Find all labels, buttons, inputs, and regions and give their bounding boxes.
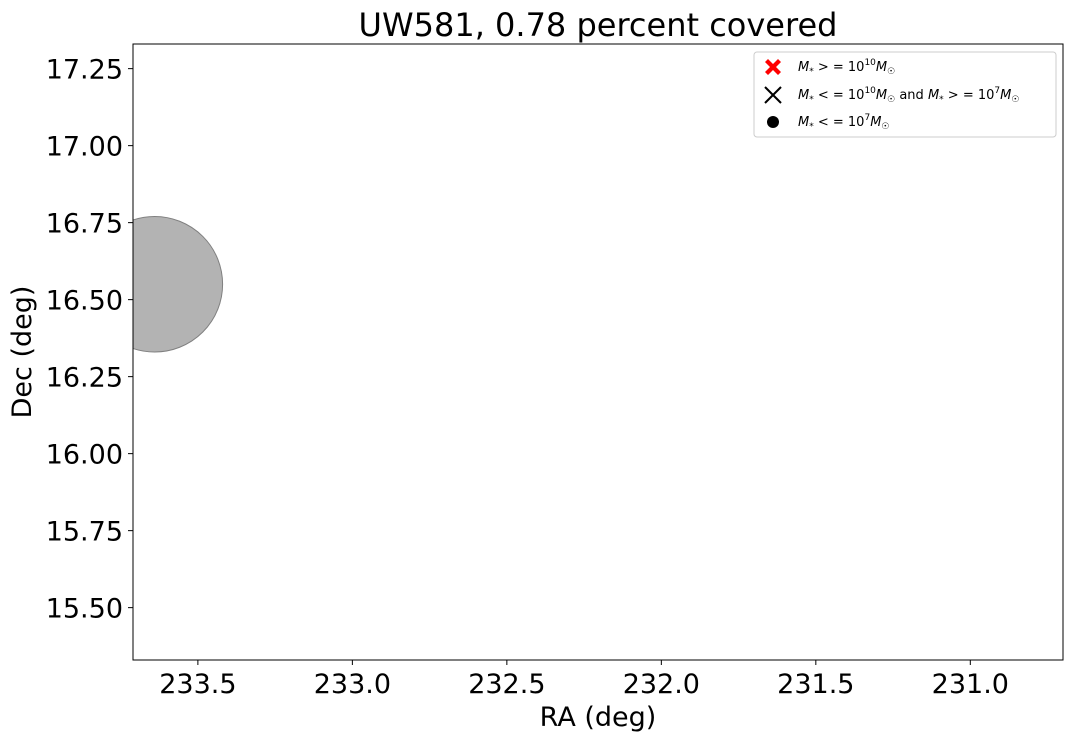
y-tick-label: 17.00 [46, 132, 123, 163]
legend-label-high-mass: M* > = 1010M☉ [798, 58, 895, 77]
y-tick-label: 16.75 [46, 209, 123, 240]
legend-marker-low-mass [767, 116, 779, 128]
x-axis-label: RA (deg) [540, 702, 657, 733]
legend-marker-high-mass [765, 59, 781, 75]
x-axis-ticks: 233.5 233.0 232.5 232.0 231.5 231.0 [159, 660, 1009, 700]
legend-label-mid-mass: M* < = 1010M☉ and M* > = 107M☉ [798, 86, 1019, 105]
y-tick-label: 17.25 [46, 55, 123, 86]
legend-label-low-mass: M* < = 107M☉ [798, 113, 889, 132]
y-tick-label: 16.25 [46, 363, 123, 394]
x-tick-label: 233.0 [314, 669, 391, 700]
coverage-region-layer [133, 216, 224, 353]
x-tick-label: 231.0 [932, 669, 1009, 700]
chart-title: UW581, 0.78 percent covered [359, 6, 838, 44]
y-tick-label: 15.75 [46, 517, 123, 548]
x-tick-label: 233.5 [159, 669, 236, 700]
x-tick-label: 232.5 [468, 669, 545, 700]
y-axis-label: Dec (deg) [7, 286, 38, 419]
coverage-region [133, 216, 224, 353]
plot-area [133, 44, 1063, 660]
legend-frame [753, 51, 1057, 138]
y-tick-label: 16.50 [46, 286, 123, 317]
y-tick-label: 15.50 [46, 594, 123, 625]
y-axis-ticks: 15.50 15.75 16.00 16.25 16.50 16.75 17.00 17.25 [46, 55, 133, 625]
x-tick-label: 232.0 [623, 669, 700, 700]
legend-marker-mid-mass [764, 86, 782, 104]
plot-frame [132, 43, 1064, 661]
legend: M* > = 1010M☉ M* < = 1010M☉ and M* > = 1… [753, 51, 1057, 138]
x-tick-label: 231.5 [777, 669, 854, 700]
y-tick-label: 16.00 [46, 440, 123, 471]
